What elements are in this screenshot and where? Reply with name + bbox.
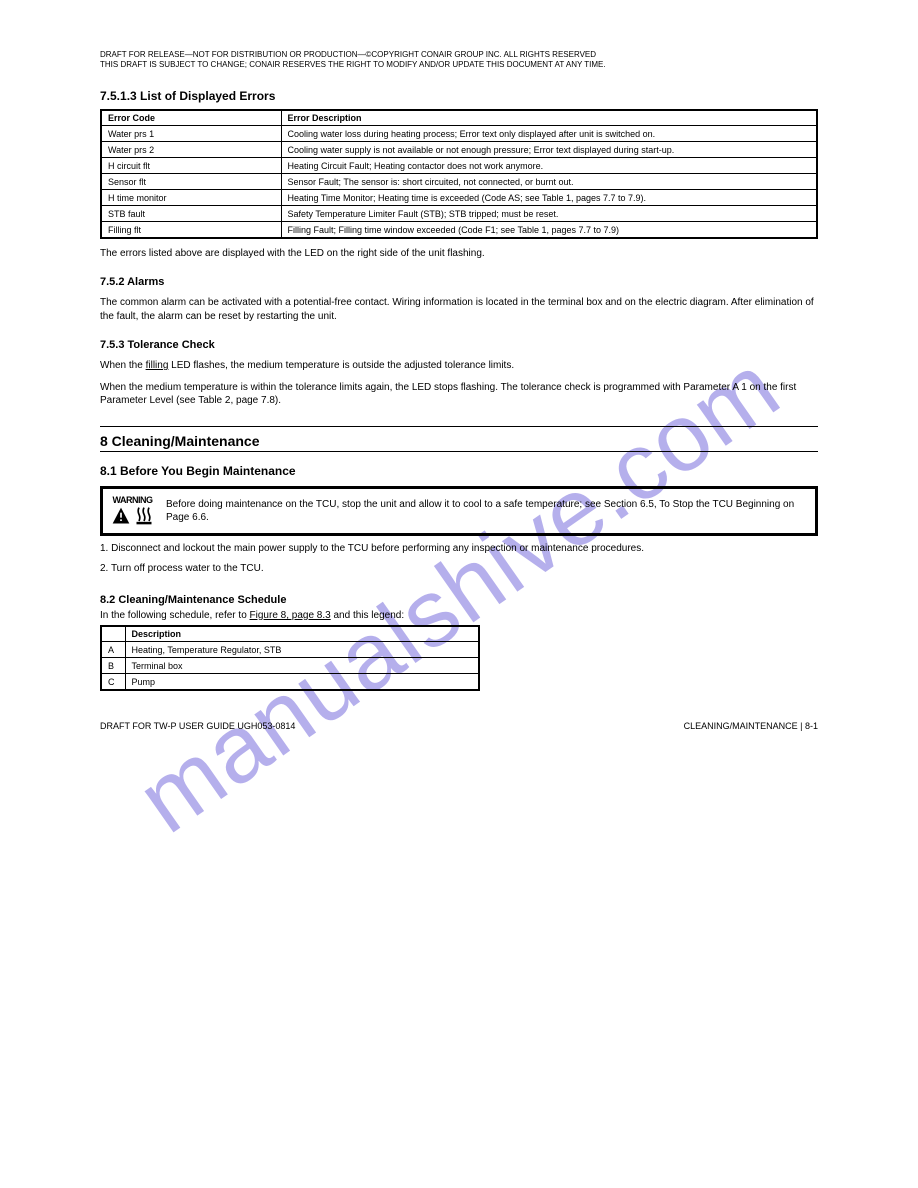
divider-bottom xyxy=(100,451,818,452)
legend-table-body: AHeating, Temperature Regulator, STB BTe… xyxy=(101,642,479,690)
legend-col-desc: Description xyxy=(125,626,479,642)
cleaning-title: 8 Cleaning/Maintenance xyxy=(100,427,818,451)
cell: Sensor Fault; The sensor is: short circu… xyxy=(281,174,817,190)
step-2: 2. Turn off process water to the TCU. xyxy=(100,562,818,576)
schedule-intro-pre: In the following schedule, refer to xyxy=(100,610,250,621)
hot-surface-icon xyxy=(134,506,154,526)
tolerance-intro-underline: filling xyxy=(146,360,169,371)
cell: H time monitor xyxy=(101,190,281,206)
footer-left: DRAFT FOR TW-P USER GUIDE UGH053-0814 xyxy=(100,721,295,731)
cell: Filling Fault; Filling time window excee… xyxy=(281,222,817,238)
col-error-desc: Error Description xyxy=(281,110,817,126)
schedule-heading: 8.2 Cleaning/Maintenance Schedule xyxy=(100,594,818,606)
table-row: Water prs 1Cooling water loss during hea… xyxy=(101,126,817,142)
table-row: CPump xyxy=(101,674,479,690)
table-row: H time monitorHeating Time Monitor; Heat… xyxy=(101,190,817,206)
tolerance-intro-rest: LED flashes, the medium temperature is o… xyxy=(168,360,514,371)
tolerance-intro: When the filling LED flashes, the medium… xyxy=(100,359,818,373)
legend-table: Description AHeating, Temperature Regula… xyxy=(100,625,480,691)
cell: Pump xyxy=(125,674,479,690)
cell: Terminal box xyxy=(125,658,479,674)
error-table-body: Water prs 1Cooling water loss during hea… xyxy=(101,126,817,238)
header-line2: THIS DRAFT IS SUBJECT TO CHANGE; CONAIR … xyxy=(100,60,818,70)
table-header-row: Description xyxy=(101,626,479,642)
cell: A xyxy=(101,642,125,658)
table-row: Sensor fltSensor Fault; The sensor is: s… xyxy=(101,174,817,190)
cell: H circuit flt xyxy=(101,158,281,174)
header-line1: DRAFT FOR RELEASE—NOT FOR DISTRIBUTION O… xyxy=(100,50,818,60)
col-error-code: Error Code xyxy=(101,110,281,126)
table-row: AHeating, Temperature Regulator, STB xyxy=(101,642,479,658)
page-footer: DRAFT FOR TW-P USER GUIDE UGH053-0814 CL… xyxy=(100,721,818,731)
cell: Heating, Temperature Regulator, STB xyxy=(125,642,479,658)
error-code-table: Error Code Error Description Water prs 1… xyxy=(100,109,818,239)
cell: B xyxy=(101,658,125,674)
cell: Heating Time Monitor; Heating time is ex… xyxy=(281,190,817,206)
tolerance-intro-pre: When the xyxy=(100,360,146,371)
schedule-intro: In the following schedule, refer to Figu… xyxy=(100,610,818,621)
legend-col-key xyxy=(101,626,125,642)
cell: Water prs 1 xyxy=(101,126,281,142)
errors-note: The errors listed above are displayed wi… xyxy=(100,247,818,261)
step-1: 1. Disconnect and lockout the main power… xyxy=(100,542,818,556)
cell: Safety Temperature Limiter Fault (STB); … xyxy=(281,206,817,222)
cell: C xyxy=(101,674,125,690)
warning-icons xyxy=(111,506,154,526)
cell: Sensor flt xyxy=(101,174,281,190)
table-row: H circuit fltHeating Circuit Fault; Heat… xyxy=(101,158,817,174)
table-row: BTerminal box xyxy=(101,658,479,674)
table-row: Water prs 2Cooling water supply is not a… xyxy=(101,142,817,158)
warning-message: Before doing maintenance on the TCU, sto… xyxy=(166,498,807,524)
tolerance-body2: When the medium temperature is within th… xyxy=(100,381,818,408)
schedule-intro-underline: Figure 8, page 8.3 xyxy=(250,610,331,621)
schedule-intro-post: and this legend: xyxy=(331,610,404,621)
cell: Cooling water loss during heating proces… xyxy=(281,126,817,142)
warning-box: WARNING Before doing maintenance on the … xyxy=(100,486,818,536)
cell: Water prs 2 xyxy=(101,142,281,158)
warning-text: WARNING xyxy=(113,495,153,505)
tolerance-heading: 7.5.3 Tolerance Check xyxy=(100,339,818,351)
before-maintenance-heading: 8.1 Before You Begin Maintenance xyxy=(100,464,818,478)
table-row: Filling fltFilling Fault; Filling time w… xyxy=(101,222,817,238)
cell: STB fault xyxy=(101,206,281,222)
footer-right: CLEANING/MAINTENANCE | 8-1 xyxy=(684,721,818,731)
alarms-body: The common alarm can be activated with a… xyxy=(100,296,818,323)
header-banner: DRAFT FOR RELEASE—NOT FOR DISTRIBUTION O… xyxy=(100,50,818,71)
cell: Heating Circuit Fault; Heating contactor… xyxy=(281,158,817,174)
triangle-alert-icon xyxy=(111,506,131,526)
cell: Cooling water supply is not available or… xyxy=(281,142,817,158)
alarms-heading: 7.5.2 Alarms xyxy=(100,276,818,288)
warning-label: WARNING xyxy=(111,495,154,526)
page-container: DRAFT FOR RELEASE—NOT FOR DISTRIBUTION O… xyxy=(0,0,918,761)
table-row: STB faultSafety Temperature Limiter Faul… xyxy=(101,206,817,222)
table-header-row: Error Code Error Description xyxy=(101,110,817,126)
section-errors-heading: 7.5.1.3 List of Displayed Errors xyxy=(100,89,818,103)
cell: Filling flt xyxy=(101,222,281,238)
